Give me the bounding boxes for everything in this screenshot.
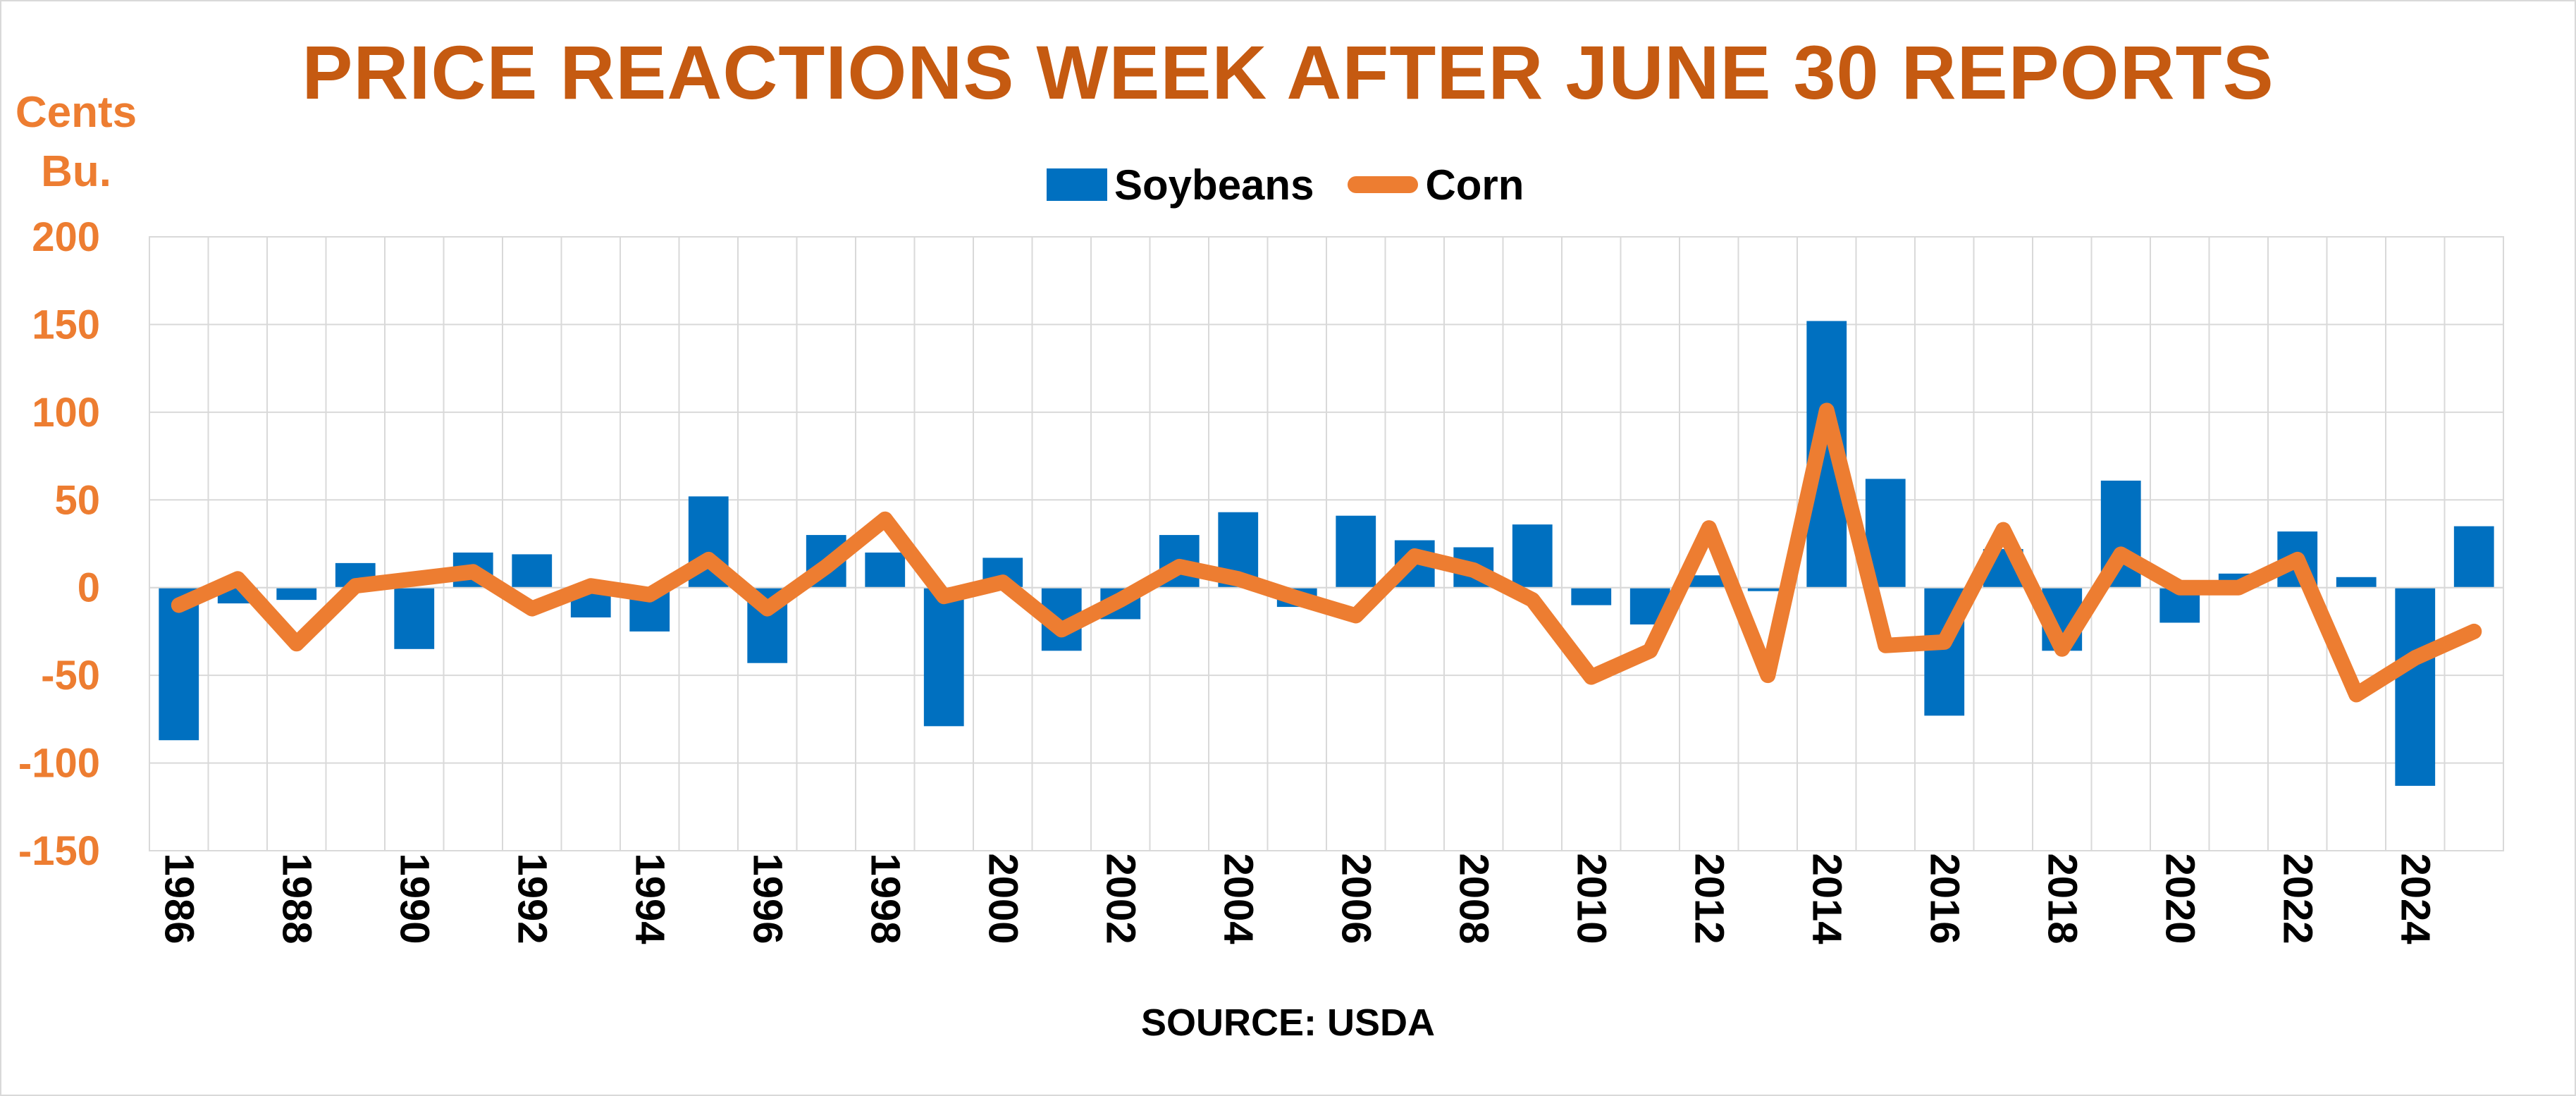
- legend-swatch-soybeans: [1047, 168, 1107, 201]
- x-tick-label-2018: 2018: [2039, 853, 2085, 944]
- x-tick-label-2006: 2006: [1333, 853, 1379, 944]
- bar-soybeans-2012: [1689, 575, 1730, 588]
- source-note: SOURCE: USDA: [1140, 1002, 1436, 1044]
- x-tick-label-2014: 2014: [1804, 853, 1849, 944]
- y-axis-unit-line-1: Cents: [15, 88, 137, 137]
- legend-swatch-corn: [1348, 176, 1419, 193]
- y-tick-label: 150: [32, 302, 100, 347]
- bar-soybeans-2006: [1336, 515, 1376, 588]
- x-tick-label-2012: 2012: [1686, 853, 1732, 944]
- bar-soybeans-2010: [1571, 587, 1612, 605]
- bar-soybeans-2013: [1747, 587, 1788, 591]
- y-axis-unit-label: Cents Bu.: [13, 83, 140, 202]
- bar-soybeans-1992: [512, 554, 553, 588]
- x-tick-label-1986: 1986: [156, 853, 202, 944]
- bar-soybeans-2025: [2453, 526, 2494, 588]
- y-tick-label: 0: [78, 565, 100, 611]
- bar-soybeans-2024: [2395, 587, 2436, 786]
- y-tick-label: -150: [18, 828, 100, 874]
- x-tick-label-2024: 2024: [2392, 853, 2438, 944]
- x-tick-label-1996: 1996: [744, 853, 790, 944]
- y-tick-label: 100: [32, 390, 100, 436]
- line-corn: [171, 402, 2482, 703]
- legend-label-corn: Corn: [1425, 161, 1524, 209]
- bar-soybeans-1988: [276, 587, 317, 601]
- y-axis-unit-line-2: Bu.: [41, 147, 111, 196]
- x-tick-label-2002: 2002: [1097, 853, 1143, 944]
- x-tick-label-2016: 2016: [1921, 853, 1967, 944]
- x-tick-label-2010: 2010: [1568, 853, 1614, 944]
- x-tick-label-1994: 1994: [627, 853, 672, 944]
- x-tick-label-1990: 1990: [391, 853, 437, 944]
- x-tick-label-1992: 1992: [509, 853, 555, 944]
- x-tick-label-2008: 2008: [1450, 853, 1496, 944]
- bar-soybeans-1998: [865, 552, 906, 588]
- y-tick-label: -50: [41, 653, 100, 698]
- x-tick-label-2000: 2000: [980, 853, 1025, 944]
- bar-soybeans-1999: [923, 587, 964, 727]
- x-tick-label-2022: 2022: [2274, 853, 2320, 944]
- bar-soybeans-1990: [394, 587, 435, 649]
- legend-label-soybeans: Soybeans: [1114, 161, 1314, 209]
- chart-title: PRICE REACTIONS WEEK AFTER JUNE 30 REPOR…: [302, 30, 2274, 115]
- y-tick-label: 50: [54, 477, 100, 523]
- bar-soybeans-2023: [2336, 577, 2377, 588]
- legend: Soybeans Corn: [1047, 156, 1558, 213]
- x-tick-label-1988: 1988: [273, 853, 319, 944]
- bar-soybeans-1986: [159, 587, 199, 741]
- x-tick-label-2004: 2004: [1215, 853, 1261, 944]
- x-tick-label-2020: 2020: [2157, 853, 2202, 944]
- x-tick-label-1998: 1998: [862, 853, 908, 944]
- y-tick-label: 200: [32, 214, 100, 260]
- bar-soybeans-2009: [1512, 524, 1553, 588]
- y-tick-label: -100: [18, 741, 100, 787]
